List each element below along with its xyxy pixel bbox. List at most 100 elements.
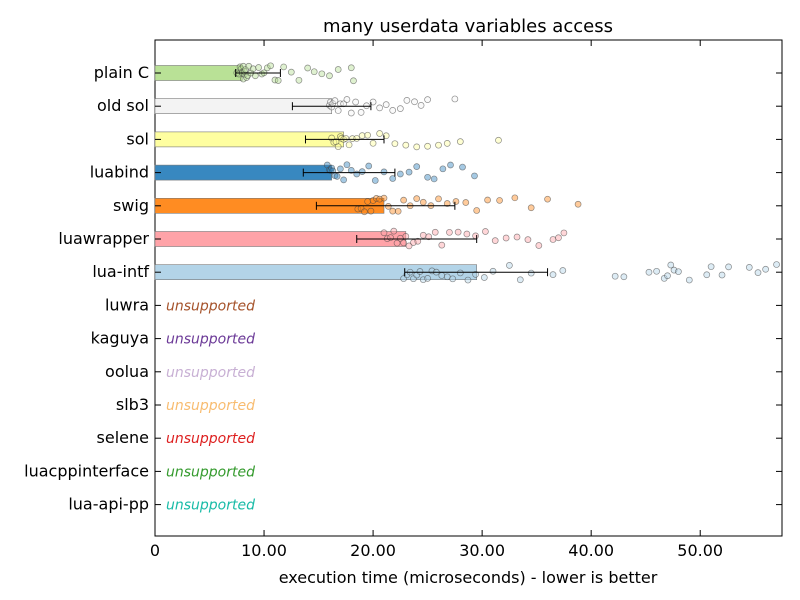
data-point (491, 237, 499, 244)
data-point (347, 109, 355, 117)
data-point (549, 236, 557, 243)
data-point (334, 107, 342, 114)
data-point (382, 101, 390, 108)
data-point (352, 98, 359, 106)
data-point (496, 197, 503, 204)
data-point (667, 261, 675, 269)
data-point (471, 172, 478, 180)
bar (154, 65, 243, 81)
category-label: old sol (97, 96, 149, 115)
category-label: swig (113, 196, 149, 215)
data-point (365, 162, 373, 170)
data-point (411, 98, 418, 106)
data-point (480, 274, 488, 281)
data-point (513, 233, 521, 241)
data-point (511, 194, 519, 202)
data-point (369, 197, 377, 204)
unsupported-label: unsupported (166, 332, 255, 348)
data-point (414, 237, 422, 245)
data-point (345, 141, 353, 149)
data-point (452, 198, 460, 205)
chart-marks: unsupported unsupported unsupported unsuppo… (154, 62, 780, 514)
data-point (419, 231, 427, 239)
chart-title: many userdata variables access (323, 16, 613, 37)
data-point (549, 271, 557, 278)
plot-area (154, 39, 783, 537)
data-point (447, 161, 454, 169)
data-point (489, 267, 497, 275)
data-point (393, 239, 401, 247)
data-point (337, 165, 344, 173)
data-point (369, 139, 377, 147)
data-point (527, 269, 535, 277)
data-point (343, 96, 351, 103)
data-point (364, 198, 371, 205)
data-point (263, 64, 271, 72)
data-point (725, 263, 732, 271)
data-point (495, 136, 502, 144)
data-point (361, 208, 368, 216)
data-point (403, 97, 411, 104)
data-point (380, 168, 388, 176)
data-point (620, 273, 628, 281)
data-point (389, 106, 397, 114)
data-point (484, 196, 491, 204)
data-point (340, 176, 347, 184)
data-point (367, 207, 375, 215)
data-point (472, 271, 479, 278)
data-point (431, 228, 439, 236)
data-point (435, 195, 442, 203)
data-point (773, 261, 780, 268)
data-point (243, 74, 250, 81)
data-point (707, 263, 715, 271)
data-point (482, 228, 489, 235)
data-point (438, 241, 446, 249)
data-point (387, 234, 394, 241)
data-point (347, 64, 355, 72)
data-point (376, 104, 383, 112)
data-point (754, 269, 762, 276)
data-point (611, 272, 619, 280)
data-point (382, 132, 390, 140)
x-axis: 0 10.00 20.00 30.00 40.00 50.00 (150, 40, 723, 560)
data-point (664, 272, 671, 280)
data-point (645, 268, 653, 276)
data-point (446, 228, 453, 236)
data-point (350, 77, 357, 85)
data-point (419, 198, 427, 206)
data-point (364, 131, 371, 139)
data-point (369, 98, 377, 106)
data-point (347, 167, 355, 174)
data-point (380, 194, 388, 202)
data-point (506, 262, 513, 269)
data-point (400, 239, 407, 247)
data-point (685, 276, 693, 284)
unsupported-label: unsupported (166, 431, 255, 447)
data-point (333, 173, 341, 180)
data-point (438, 272, 446, 279)
data-point (473, 207, 481, 214)
data-point (718, 271, 726, 279)
data-point (413, 163, 421, 170)
data-point (267, 62, 274, 70)
x-tick-label: 50.00 (677, 541, 723, 560)
category-label: kaguya (91, 329, 149, 348)
category-label: luacppinterface (24, 461, 149, 480)
x-axis-label: execution time (microseconds) - lower is… (279, 568, 658, 587)
x-tick-label: 40.00 (568, 541, 614, 560)
data-point (430, 175, 438, 183)
data-point (459, 163, 466, 171)
data-point (342, 135, 350, 142)
data-point (402, 141, 410, 149)
data-point (456, 269, 464, 277)
unsupported-label: unsupported (166, 298, 255, 314)
data-point (390, 227, 398, 235)
data-point (239, 62, 247, 70)
data-point (255, 64, 262, 71)
data-point (274, 77, 282, 84)
data-point (304, 64, 312, 72)
data-point (358, 168, 366, 176)
data-point (405, 168, 413, 176)
unsupported-label: unsupported (166, 365, 255, 381)
x-tick-label: 20.00 (350, 541, 396, 560)
